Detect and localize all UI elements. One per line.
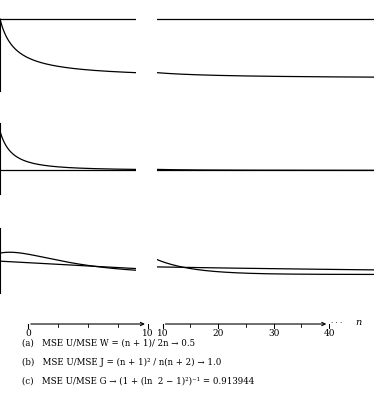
Text: 0: 0 — [25, 329, 31, 338]
Text: n: n — [355, 318, 362, 327]
Text: 10: 10 — [157, 329, 168, 338]
Text: 20: 20 — [212, 329, 224, 338]
Text: 10: 10 — [142, 329, 153, 338]
Text: 30: 30 — [268, 329, 279, 338]
Text: 40: 40 — [324, 329, 335, 338]
Text: (b)   MSE U/MSE J = (n + 1)² / n(n + 2) → 1.0: (b) MSE U/MSE J = (n + 1)² / n(n + 2) → … — [22, 358, 222, 367]
Text: · · ·: · · · — [331, 320, 342, 326]
Text: (a)   MSE U/MSE W = (n + 1)/ 2n → 0.5: (a) MSE U/MSE W = (n + 1)/ 2n → 0.5 — [22, 339, 196, 348]
Text: (c)   MSE U/MSE G → (1 + (ln  2 − 1)²)⁻¹ = 0.913944: (c) MSE U/MSE G → (1 + (ln 2 − 1)²)⁻¹ = … — [22, 377, 255, 386]
